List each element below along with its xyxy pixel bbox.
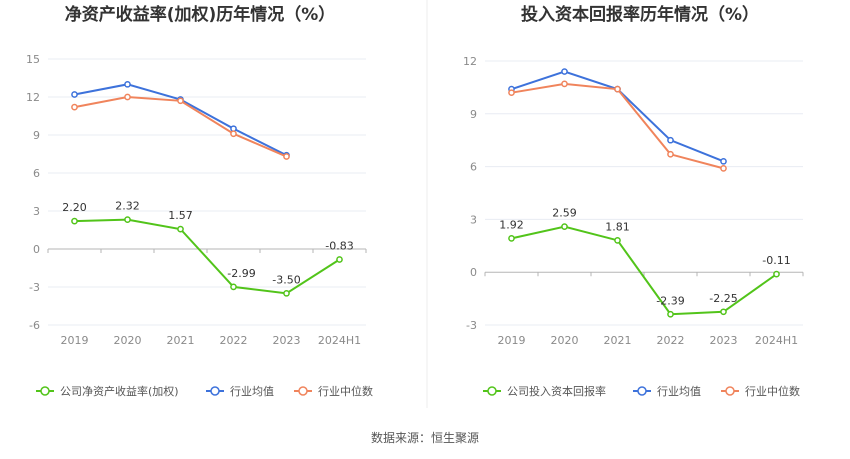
y-tick-label: 3 [470,213,477,226]
data-point-company [71,217,78,225]
legend-label: 行业中位数 [745,384,800,398]
data-label: -2.39 [656,294,684,307]
data-point-median [283,153,290,160]
data-point-average [124,80,131,88]
y-tick-label: 12 [463,55,477,68]
x-tick-label: 2024H1 [318,334,361,347]
y-tick-label: -6 [29,319,40,332]
legend-label: 行业均值 [230,385,274,398]
data-point-median [177,97,184,105]
y-tick-label: 0 [470,266,477,279]
x-tick-label: 2020 [551,334,579,347]
series-line-median [511,82,724,170]
series-line-median [74,95,287,158]
data-point-company [508,235,515,242]
roic-chart: 投入资本回报率历年情况（%） 12 9 6 3 0 -3 2019 2020 2021 2022 20… [463,4,804,398]
data-point-average [720,157,727,165]
data-point-company [720,308,727,316]
legend-marker-icon [487,386,497,396]
legend-marker-icon [725,386,735,396]
data-point-company [124,216,131,223]
y-tick-label: 9 [33,129,40,142]
data-point-company [667,310,674,318]
legend-label: 公司投入资本回报率 [507,384,606,398]
data-point-median [230,130,237,138]
x-tick-label: 2019 [61,334,89,347]
data-label: -0.11 [762,254,790,267]
legend-item-average: 行业均值 [633,385,701,398]
y-tick-label: 0 [33,243,40,256]
y-tick-label: 9 [470,108,477,121]
chart-title: 净资产收益率(加权)历年情况（%） [65,4,336,25]
y-tick-label: 6 [470,161,477,174]
data-point-median [720,165,727,172]
series-line-company [511,225,778,316]
data-point-median [71,103,78,111]
data-label: -0.83 [325,240,353,253]
data-point-company [230,283,237,291]
x-tick-label: 2023 [273,334,301,347]
data-point-average [667,136,674,144]
legend-item-median: 行业中位数 [721,384,800,398]
y-tick-label: 15 [26,53,40,66]
legend-marker-icon [40,386,50,396]
data-label: -2.25 [709,292,737,305]
data-point-company [177,225,184,233]
series-line-company [74,218,341,295]
data-point-company [773,270,780,278]
x-tick-label: 2020 [114,334,142,347]
x-tick-label: 2024H1 [755,334,798,347]
legend-marker-icon [637,386,647,396]
data-label: 2.32 [115,200,140,213]
roe-chart: 净资产收益率(加权)历年情况（%） 15 12 9 6 3 0 -3 -6 2019 2020 202… [26,4,373,398]
legend-label: 行业中位数 [318,384,373,398]
series-line-average [511,70,724,163]
data-point-company [336,256,343,263]
data-point-average [71,91,78,98]
legend-item-company: 公司投入资本回报率 [483,384,606,398]
data-point-company [561,223,568,230]
data-point-median [124,93,131,101]
y-tick-label: -3 [29,281,40,294]
data-point-median [561,80,568,88]
data-label: 1.81 [605,220,630,233]
data-point-company [614,236,621,244]
data-label: 1.92 [499,218,524,231]
chart-title: 投入资本回报率历年情况（%） [521,4,759,25]
x-tick-label: 2022 [657,334,685,347]
legend-item-average: 行业均值 [206,385,274,398]
data-point-company [283,289,290,297]
data-point-median [508,89,515,97]
x-tick-label: 2022 [220,334,248,347]
x-tick-label: 2021 [604,334,632,347]
y-tick-label: -3 [466,319,477,332]
legend-item-company: 公司净资产收益率(加权) [36,384,179,398]
x-tick-label: 2021 [167,334,195,347]
data-label: 2.20 [62,201,87,214]
data-point-median [667,150,674,158]
legend-label: 公司净资产收益率(加权) [60,384,179,398]
y-tick-label: 12 [26,91,40,104]
data-source: 数据来源：恒生聚源 [371,430,479,445]
legend-marker-icon [298,386,308,396]
data-point-average [561,68,568,75]
y-tick-label: 6 [33,167,40,180]
series-line-average [74,83,287,157]
x-tick-label: 2019 [498,334,526,347]
data-label: 1.57 [168,209,193,222]
legend-label: 行业均值 [657,385,701,398]
data-label: 2.59 [552,207,577,220]
y-tick-label: 3 [33,205,40,218]
legend-marker-icon [210,386,220,396]
x-tick-label: 2023 [710,334,738,347]
data-label: -3.50 [272,273,300,286]
data-label: -2.99 [227,267,255,280]
legend-item-median: 行业中位数 [294,384,373,398]
data-point-median [614,85,621,93]
